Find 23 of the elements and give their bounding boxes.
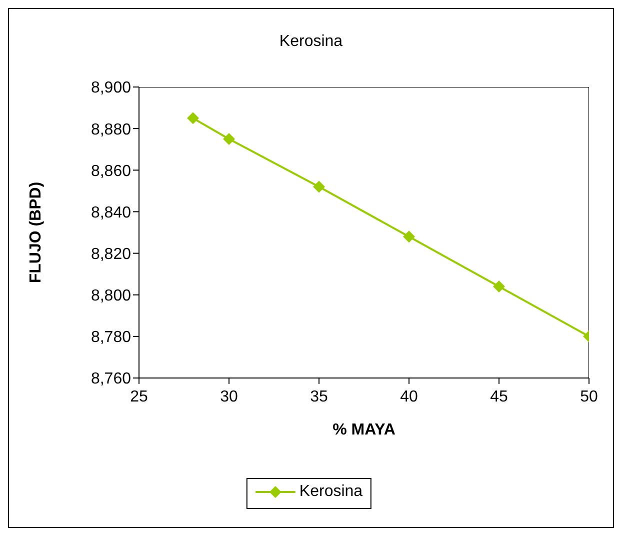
y-tick-label: 8,860 [90,162,132,180]
point [313,180,325,193]
y-tick-label: 8,800 [90,288,132,305]
point [493,280,505,293]
y-tick-label: 8,780 [90,329,132,346]
x-tick-label: 45 [490,388,508,406]
y-axis-title: FLUJO (BPD) [28,182,45,284]
x-axis-title: % MAYA [332,421,396,438]
x-tick-label: 35 [310,388,328,406]
chart-title: Kerosina [278,33,344,51]
y-tick-label: 8,760 [90,370,132,388]
x-tick-label: 25 [130,388,148,406]
y-tick-label: 8,840 [90,204,132,222]
y-tick-label: 8,820 [90,246,132,263]
y-tick-label: 8,900 [90,80,132,97]
x-tick-label: 30 [220,388,238,406]
point [187,112,199,124]
legend-label: Kerosina [299,483,363,501]
x-tick-label: 50 [580,388,598,406]
y-tick-label: 8,880 [90,121,132,138]
x-tick-label: 40 [400,388,418,406]
point [403,230,415,243]
point [223,132,235,145]
